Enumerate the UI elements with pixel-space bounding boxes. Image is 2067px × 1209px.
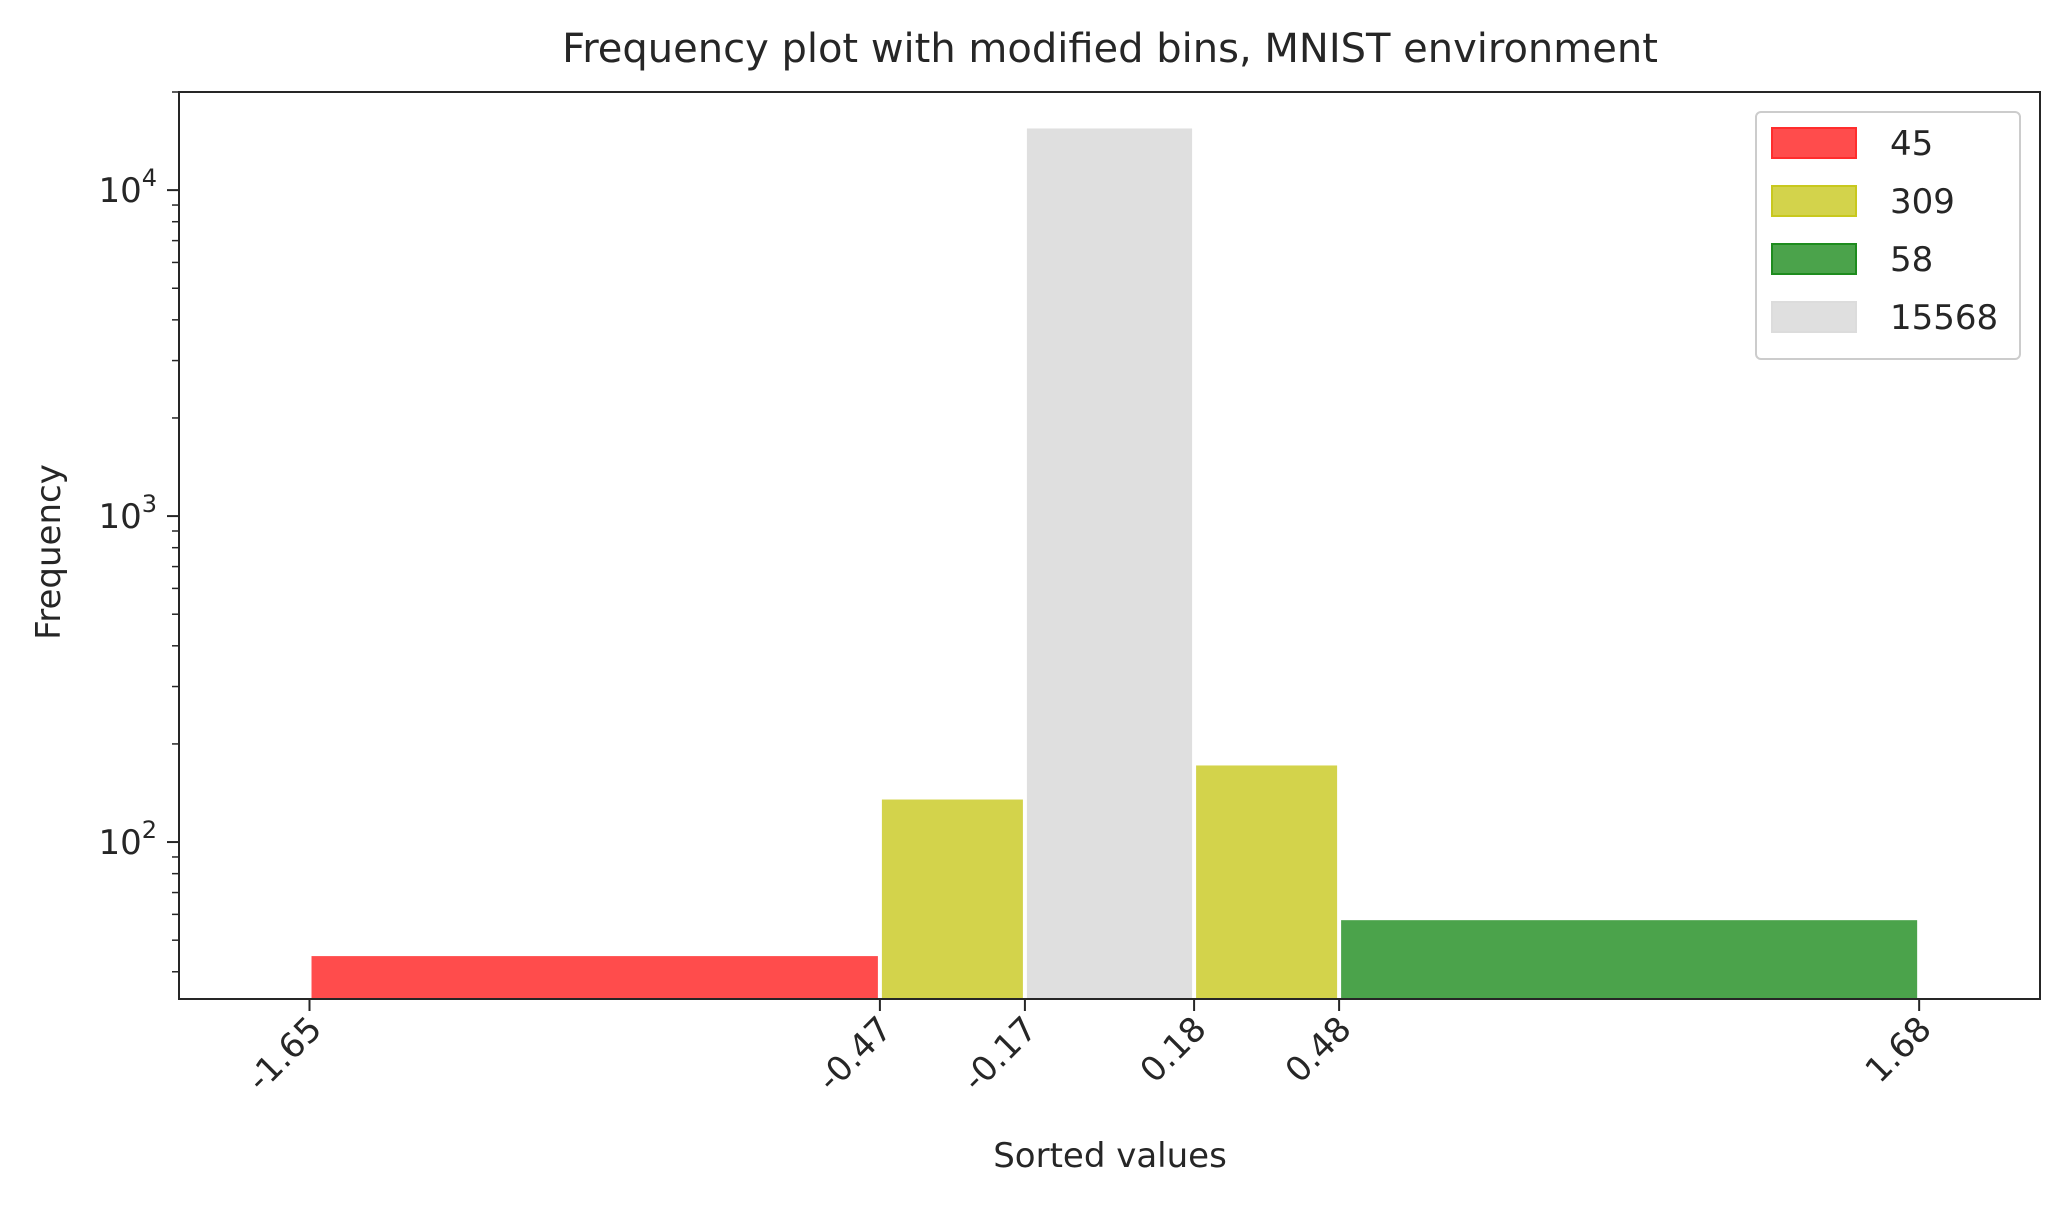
y-tick-label-1: 102 — [98, 816, 157, 863]
legend: 45 309 58 15568 — [1755, 111, 2021, 360]
histogram-bar-4 — [1194, 763, 1340, 1000]
legend-label-4: 15568 — [1890, 298, 1998, 338]
y-axis-ticks: 102 103 104 — [98, 164, 179, 863]
x-tick-label-5: 0.48 — [1278, 1009, 1360, 1091]
histogram-bar-1 — [309, 954, 880, 1001]
x-axis-label: Sorted values — [993, 1136, 1227, 1176]
y-minor-ticks — [172, 91, 179, 973]
legend-swatch-2 — [1771, 185, 1857, 217]
x-tick-label-6: 1.68 — [1858, 1009, 1940, 1091]
legend-label-3: 58 — [1890, 240, 1933, 280]
y-tick-label-2: 103 — [98, 490, 157, 537]
x-tick-label-1: -1.65 — [239, 1009, 329, 1099]
legend-swatch-1 — [1771, 127, 1857, 159]
y-axis-label: Frequency — [29, 464, 69, 640]
legend-box — [1755, 111, 2021, 360]
plot-frame — [178, 91, 2041, 1000]
legend-label-2: 309 — [1890, 182, 1955, 222]
x-axis-ticks: -1.65 -0.47 -0.17 0.18 0.48 1.68 — [239, 999, 1940, 1100]
x-tick-label-4: 0.18 — [1133, 1009, 1215, 1091]
x-tick-label-3: -0.17 — [955, 1009, 1045, 1099]
y-tick-label-3: 104 — [98, 164, 157, 211]
legend-label-1: 45 — [1890, 124, 1933, 164]
bars-layer — [309, 126, 1920, 1001]
histogram-bar-5 — [1339, 918, 1920, 1001]
histogram-bar-3 — [1024, 126, 1195, 1000]
legend-swatch-3 — [1771, 243, 1857, 275]
histogram-bar-2 — [879, 797, 1025, 1000]
legend-swatch-4 — [1771, 301, 1857, 333]
x-tick-label-2: -0.47 — [810, 1009, 900, 1099]
chart-title: Frequency plot with modified bins, MNIST… — [562, 26, 1658, 72]
